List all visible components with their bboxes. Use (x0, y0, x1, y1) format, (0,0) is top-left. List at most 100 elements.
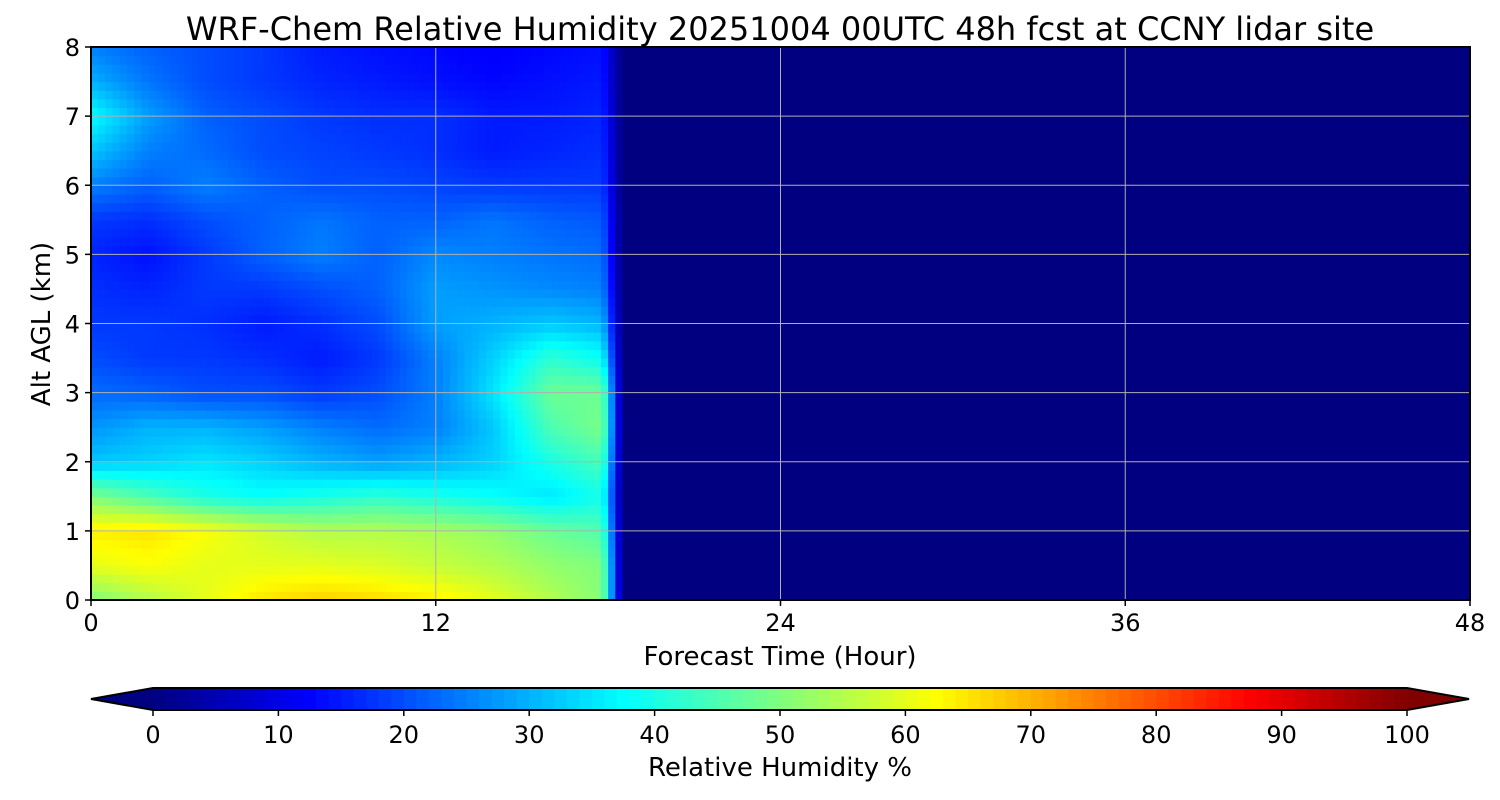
heatmap-cell (593, 383, 602, 394)
heatmap-cell (629, 591, 638, 601)
heatmap-cell (1225, 565, 1234, 575)
heatmap-cell (859, 418, 868, 428)
heatmap-cell (155, 470, 164, 480)
heatmap-cell (1053, 548, 1062, 558)
heatmap-cell (1390, 383, 1399, 394)
heatmap-cell (277, 556, 286, 567)
heatmap-cell (112, 496, 121, 506)
heatmap-cell (1060, 375, 1069, 385)
heatmap-cell (126, 383, 135, 394)
heatmap-cell (126, 427, 135, 437)
heatmap-cell (974, 479, 983, 489)
heatmap-cell (744, 487, 753, 497)
heatmap-cell (191, 548, 200, 558)
heatmap-cell (1319, 591, 1327, 601)
heatmap-cell (1010, 513, 1019, 523)
heatmap-cell (758, 418, 767, 428)
heatmap-cell (148, 530, 157, 541)
heatmap-cell (1211, 383, 1220, 394)
heatmap-cell (170, 392, 178, 402)
heatmap-cell (1232, 530, 1241, 541)
heatmap-cell (766, 444, 774, 454)
heatmap-cell (442, 444, 451, 454)
heatmap-cell (1347, 470, 1356, 480)
heatmap-cell (615, 461, 624, 471)
heatmap-cell (737, 461, 746, 471)
heatmap-cell (708, 418, 717, 428)
heatmap-cell (809, 548, 818, 558)
heatmap-cell (622, 444, 631, 454)
heatmap-cell (1347, 375, 1356, 385)
heatmap-cell (1096, 427, 1105, 437)
heatmap-cell (162, 496, 171, 506)
heatmap-cell (629, 427, 638, 437)
heatmap-cell (1333, 470, 1342, 480)
heatmap-cell (636, 496, 645, 506)
heatmap-cell (737, 435, 746, 446)
heatmap-cell (1067, 522, 1076, 532)
heatmap-cell (1290, 522, 1299, 532)
heatmap-cell (500, 496, 509, 506)
heatmap-cell (1197, 453, 1205, 463)
heatmap-cell (464, 392, 473, 402)
heatmap-cell (1089, 401, 1098, 411)
heatmap-cell (320, 565, 329, 575)
heatmap-cell (651, 530, 659, 541)
heatmap-cell (1455, 574, 1464, 584)
heatmap-cell (751, 522, 760, 532)
heatmap-cell (1290, 435, 1299, 446)
heatmap-cell (1261, 574, 1270, 584)
heatmap-cell (1003, 461, 1011, 471)
heatmap-cell (342, 383, 351, 394)
heatmap-cell (1276, 582, 1284, 592)
heatmap-cell (471, 548, 480, 558)
heatmap-cell (1110, 383, 1119, 394)
heatmap-cell (608, 427, 616, 437)
heatmap-cell (794, 409, 803, 420)
heatmap-cell (852, 444, 861, 454)
heatmap-cell (1031, 513, 1040, 523)
heatmap-cell (284, 375, 293, 385)
heatmap-cell (335, 409, 343, 420)
heatmap-cell (112, 487, 121, 497)
heatmap-cell (909, 375, 918, 385)
heatmap-cell (995, 504, 1004, 515)
heatmap-cell (1067, 435, 1076, 446)
heatmap-cell (220, 591, 229, 601)
heatmap-cell (636, 479, 645, 489)
heatmap-cell (672, 453, 681, 463)
heatmap-cell (730, 513, 738, 523)
heatmap-cell (249, 548, 257, 558)
heatmap-cell (830, 444, 839, 454)
heatmap-cell (1168, 427, 1177, 437)
heatmap-cell (658, 582, 667, 592)
heatmap-cell (392, 591, 401, 601)
heatmap-cell (938, 453, 947, 463)
heatmap-cell (263, 504, 272, 515)
heatmap-cell (299, 444, 308, 454)
heatmap-cell (1304, 392, 1313, 402)
heatmap-cell (256, 392, 264, 402)
heatmap-cell (1326, 513, 1335, 523)
heatmap-cell (687, 435, 695, 446)
heatmap-cell (823, 401, 832, 411)
heatmap-cell (191, 435, 200, 446)
heatmap-cell (313, 504, 322, 515)
heatmap-cell (457, 435, 466, 446)
heatmap-cell (292, 461, 300, 471)
heatmap-cell (292, 444, 300, 454)
heatmap-cell (112, 574, 121, 584)
heatmap-cell (1110, 574, 1119, 584)
heatmap-cell (1175, 375, 1184, 385)
heatmap-cell (1096, 582, 1105, 592)
heatmap-cell (773, 504, 782, 515)
heatmap-cell (478, 392, 487, 402)
heatmap-cell (442, 496, 451, 506)
heatmap-cell (1268, 453, 1277, 463)
heatmap-cell (1139, 582, 1148, 592)
heatmap-cell (615, 522, 624, 532)
heatmap-cell (974, 522, 983, 532)
heatmap-cell (622, 582, 631, 592)
heatmap-cell (644, 548, 652, 558)
heatmap-cell (421, 427, 430, 437)
